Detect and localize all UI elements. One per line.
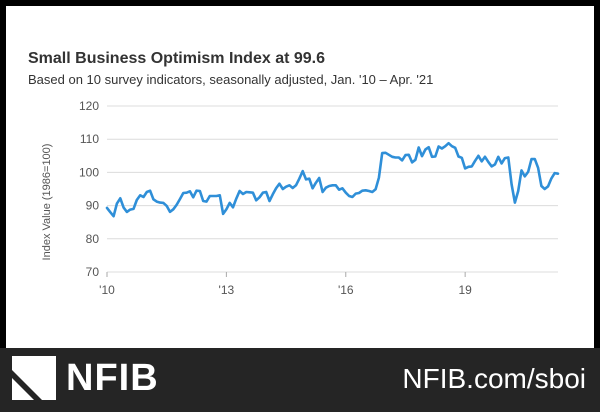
chart-title: Small Business Optimism Index at 99.6 [28,50,325,67]
chart-card: 70 80 90 100 110 120 '10 '13 '16 19 Index Value … [6,6,594,348]
chart-subtitle: Based on 10 survey indicators, seasonall… [28,72,434,87]
x-tick-label: '13 [219,283,235,297]
sboi-link[interactable]: NFIB.com/sboi [402,363,586,394]
y-tick-label: 90 [86,199,100,213]
y-tick-label: 100 [79,165,99,179]
footer-bar: NFIB NFIB.com/sboi [0,348,600,412]
chart-canvas: 70 80 90 100 110 120 '10 '13 '16 19 Index Value … [41,99,560,297]
y-tick-label: 120 [79,99,99,113]
x-tick-labels: '10 '13 '16 19 [99,272,472,297]
series-layer [105,141,560,218]
nfib-logo-mark-icon [12,356,56,400]
x-tick-label: 19 [458,283,472,297]
y-tick-label: 80 [86,232,100,246]
y-tick-label: 70 [86,265,100,279]
y-axis-label: Index Value (1986=100) [41,144,53,261]
y-tick-labels: 70 80 90 100 110 120 [79,99,99,279]
x-tick-label: '16 [338,283,354,297]
series-line-0 [105,141,560,218]
x-tick-label: '10 [99,283,115,297]
grid-layer [107,105,558,273]
brand-name: NFIB [66,356,159,399]
y-tick-label: 110 [80,132,99,146]
nfib-logo[interactable]: NFIB [12,356,159,400]
